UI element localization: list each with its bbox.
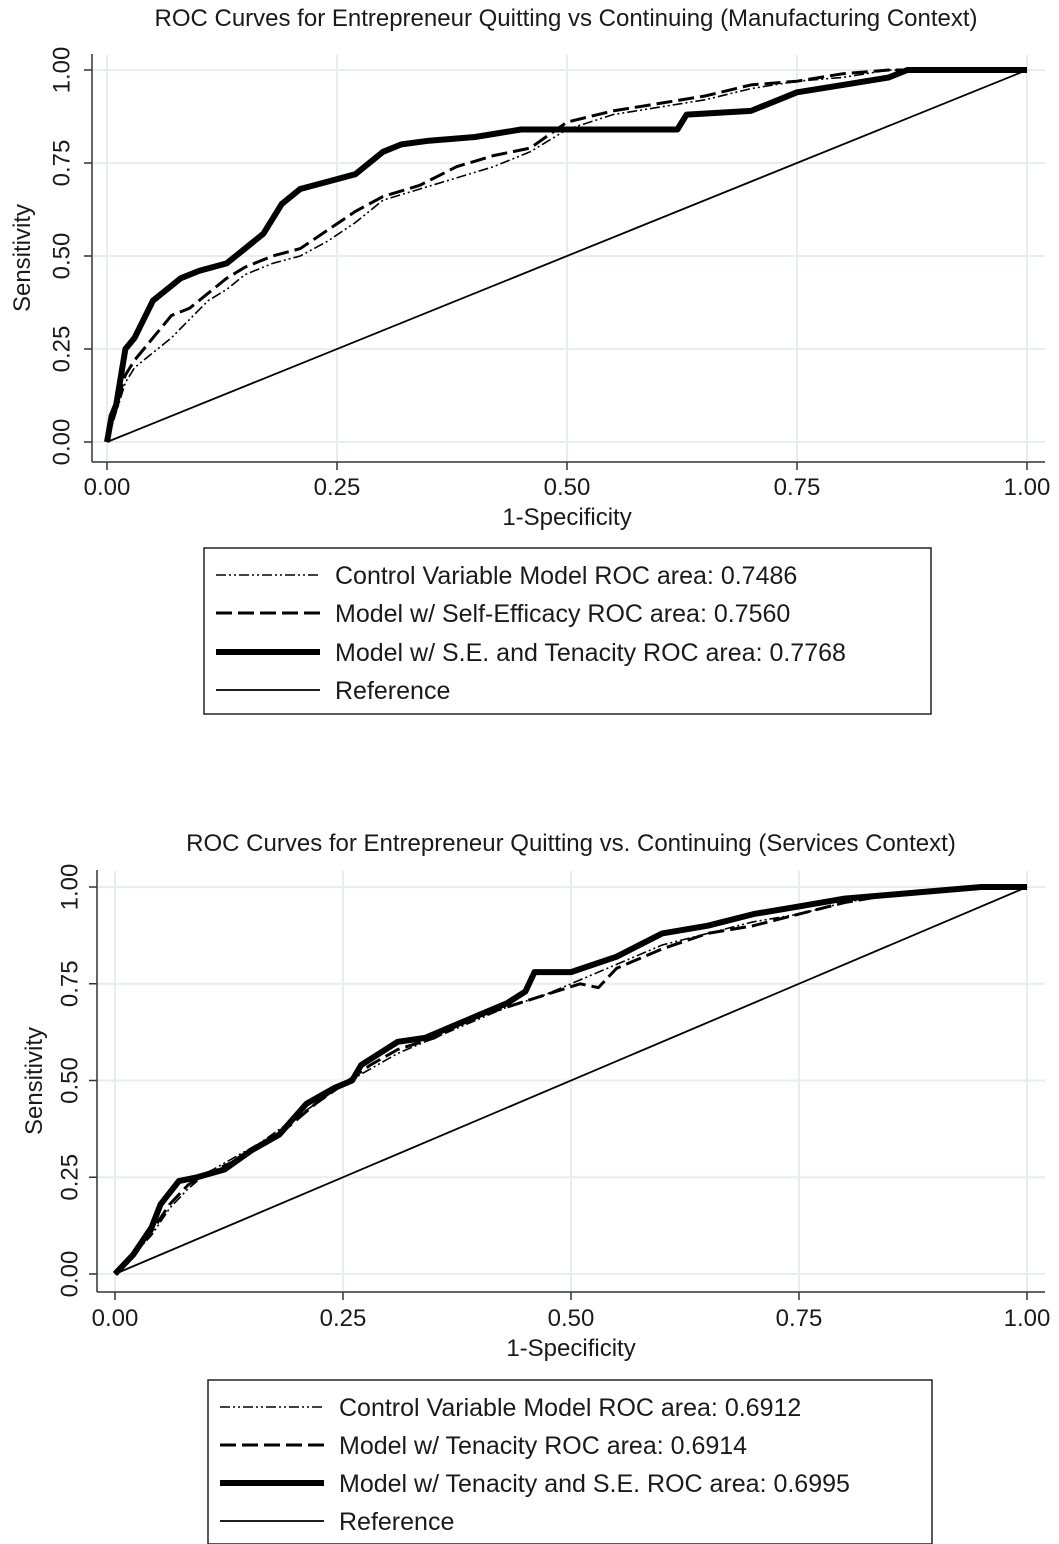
y-tick-label: 0.25 (49, 326, 76, 373)
y-tick-label: 0.25 (57, 1154, 84, 1201)
x-tick-label: 0.75 (776, 1305, 823, 1332)
legend-entry: Model w/ Self-Efficacy ROC area: 0.7560 (335, 600, 790, 628)
legend-entry: Model w/ Tenacity ROC area: 0.6914 (339, 1432, 747, 1460)
series-line (106, 69, 1027, 443)
y-axis-label: Sensitivity (9, 204, 36, 312)
legend-entry: Control Variable Model ROC area: 0.7486 (335, 562, 797, 590)
x-axis-label: 1-Specificity (506, 1335, 635, 1362)
y-axis-label: Sensitivity (21, 1027, 48, 1135)
series-line (114, 886, 1028, 1275)
x-tick-label: 0.50 (548, 1305, 595, 1332)
x-tick-label: 0.00 (84, 474, 131, 501)
y-tick-label: 0.00 (57, 1251, 84, 1298)
legend-entry: Reference (339, 1508, 454, 1536)
series-line (105, 68, 1027, 443)
y-tick-label: 1.00 (57, 864, 84, 911)
y-tick-label: 0.50 (49, 233, 76, 280)
x-tick-label: 0.75 (774, 474, 821, 501)
y-tick-label: 0.00 (49, 419, 76, 466)
y-tick-label: 0.50 (57, 1057, 84, 1104)
chart-title: ROC Curves for Entrepreneur Quitting vs.… (186, 830, 956, 857)
x-tick-label: 0.00 (92, 1305, 139, 1332)
legend-box (207, 1379, 933, 1544)
legend-box (203, 547, 932, 715)
chart-manufacturing: ROC Curves for Entrepreneur Quitting vs … (9, 5, 1051, 715)
legend-entry: Control Variable Model ROC area: 0.6912 (339, 1394, 801, 1422)
legend-entry: Model w/ Tenacity and S.E. ROC area: 0.6… (339, 1470, 850, 1498)
chart-title: ROC Curves for Entrepreneur Quitting vs … (154, 5, 977, 32)
x-tick-label: 1.00 (1004, 474, 1051, 501)
series-line (112, 884, 1027, 1277)
x-tick-label: 0.50 (544, 474, 591, 501)
legend-entry: Model w/ S.E. and Tenacity ROC area: 0.7… (335, 639, 846, 667)
y-tick-label: 1.00 (49, 47, 76, 94)
series-line (104, 67, 1027, 443)
x-tick-label: 1.00 (1004, 1305, 1051, 1332)
x-tick-label: 0.25 (314, 474, 361, 501)
x-axis-label: 1-Specificity (502, 504, 631, 531)
x-tick-label: 0.25 (320, 1305, 367, 1332)
series-line (106, 69, 1028, 443)
y-tick-label: 0.75 (49, 140, 76, 187)
chart-services: ROC Curves for Entrepreneur Quitting vs.… (21, 830, 1050, 1544)
legend-entry: Reference (335, 677, 450, 705)
y-tick-label: 0.75 (57, 960, 84, 1007)
